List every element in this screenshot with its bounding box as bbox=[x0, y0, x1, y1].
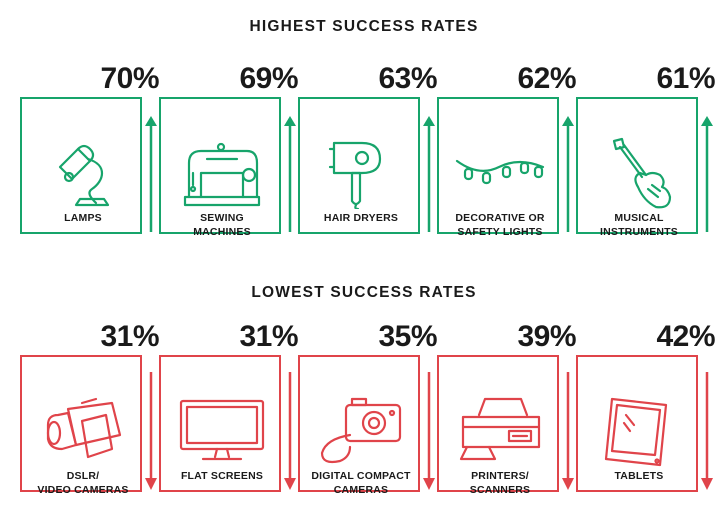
percent-value: 31% bbox=[100, 320, 159, 353]
card-tablets: 42% TABLETS bbox=[576, 320, 717, 492]
card-box: LAMPS bbox=[20, 97, 142, 234]
card-label: DSLR/ VIDEO CAMERAS bbox=[37, 470, 129, 496]
card-label: PRINTERS/ SCANNERS bbox=[469, 470, 531, 496]
card-label: MUSICAL INSTRUMENTS bbox=[599, 212, 679, 238]
card-lamps: 70% LAMPS bbox=[20, 62, 161, 234]
card-box: HAIR DRYERS bbox=[298, 97, 420, 234]
percent-value: 31% bbox=[239, 320, 298, 353]
down-arrow-icon bbox=[145, 372, 157, 490]
up-arrow-icon bbox=[701, 116, 713, 232]
card-box: DSLR/ VIDEO CAMERAS bbox=[20, 355, 142, 496]
string-lights-icon bbox=[455, 159, 545, 185]
card-box: SEWING MACHINES bbox=[159, 97, 281, 238]
video-camera-icon bbox=[46, 397, 122, 459]
up-arrow-icon bbox=[284, 116, 296, 232]
up-arrow-icon bbox=[562, 116, 574, 232]
highest-section-title: HIGHEST SUCCESS RATES bbox=[249, 18, 479, 35]
percent-value: 39% bbox=[517, 320, 576, 353]
card-musical-instruments: 61% MUSICAL INSTRUMENTS bbox=[576, 62, 717, 238]
printer-icon bbox=[459, 397, 541, 461]
card-label: SEWING MACHINES bbox=[193, 212, 251, 238]
flat-screen-icon bbox=[179, 399, 265, 461]
card-hair-dryers: 63% HAIR DRYERS bbox=[298, 62, 439, 234]
up-arrow-icon bbox=[145, 116, 157, 232]
card-decorative-lights: 62% DECORATIVE OR SAFETY LIGHTS bbox=[437, 62, 578, 238]
guitar-icon bbox=[612, 137, 672, 209]
card-box: DECORATIVE OR SAFETY LIGHTS bbox=[437, 97, 559, 238]
lowest-section-title: LOWEST SUCCESS RATES bbox=[251, 284, 477, 301]
card-box: MUSICAL INSTRUMENTS bbox=[576, 97, 698, 238]
card-label: HAIR DRYERS bbox=[323, 212, 399, 224]
card-sewing-machines: 69% SEWING MACHINES bbox=[159, 62, 300, 238]
card-label: LAMPS bbox=[64, 212, 102, 224]
card-label: TABLETS bbox=[614, 470, 664, 482]
percent-value: 35% bbox=[378, 320, 437, 353]
percent-value: 70% bbox=[100, 62, 159, 95]
card-digital-compact-cameras: 35% DIGITAL COMPACT CAMERAS bbox=[298, 320, 439, 496]
card-flat-screens: 31% FLAT SCREENS bbox=[159, 320, 300, 492]
percent-value: 62% bbox=[517, 62, 576, 95]
card-label: FLAT SCREENS bbox=[180, 470, 264, 482]
sewing-machine-icon bbox=[183, 142, 261, 207]
card-box: TABLETS bbox=[576, 355, 698, 492]
percent-value: 61% bbox=[656, 62, 715, 95]
down-arrow-icon bbox=[284, 372, 296, 490]
down-arrow-icon bbox=[701, 372, 713, 490]
tablet-icon bbox=[604, 397, 668, 467]
card-box: DIGITAL COMPACT CAMERAS bbox=[298, 355, 420, 496]
lamp-icon bbox=[58, 144, 110, 207]
up-arrow-icon bbox=[423, 116, 435, 232]
card-label: DIGITAL COMPACT CAMERAS bbox=[311, 470, 411, 496]
card-label: DECORATIVE OR SAFETY LIGHTS bbox=[455, 212, 545, 238]
down-arrow-icon bbox=[562, 372, 574, 490]
compact-camera-icon bbox=[320, 397, 402, 464]
hair-dryer-icon bbox=[328, 141, 382, 209]
percent-value: 42% bbox=[656, 320, 715, 353]
card-box: PRINTERS/ SCANNERS bbox=[437, 355, 559, 496]
card-box: FLAT SCREENS bbox=[159, 355, 281, 492]
card-printers-scanners: 39% PRINTERS/ SCANNERS bbox=[437, 320, 578, 496]
card-dslr-video-cameras: 31% DSLR/ VIDEO CAMERAS bbox=[20, 320, 161, 496]
percent-value: 63% bbox=[378, 62, 437, 95]
percent-value: 69% bbox=[239, 62, 298, 95]
down-arrow-icon bbox=[423, 372, 435, 490]
